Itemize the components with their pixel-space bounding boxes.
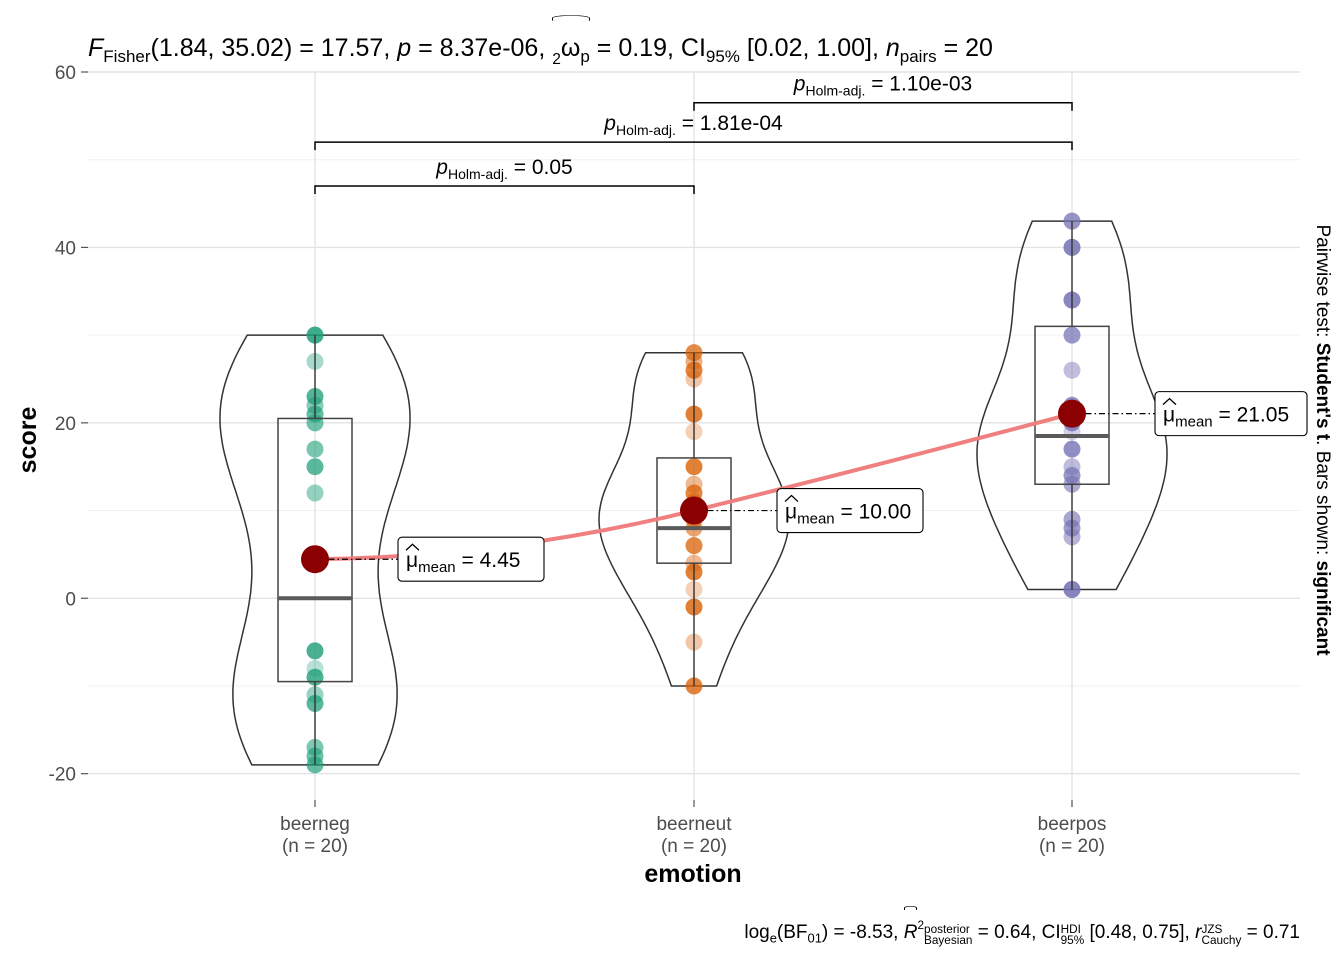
mean-point-beerpos <box>1058 399 1086 428</box>
x-axis-title: emotion <box>644 860 741 888</box>
mean-label-sub: mean <box>1175 414 1213 431</box>
y-tick-label: 20 <box>55 414 76 435</box>
y-tick-label: 60 <box>55 63 76 84</box>
mean-label-text: μmean = 21.05 <box>1163 404 1289 431</box>
mean-label-hat <box>405 543 420 551</box>
x-tick-label: beerneg <box>280 814 350 835</box>
pairwise-caption: Pairwise test: Student's t. Bars shown: … <box>1312 224 1333 656</box>
data-point <box>306 484 324 502</box>
data-point <box>306 642 324 660</box>
violin-beerneg <box>219 334 411 766</box>
mean-point-beerneut <box>680 496 708 525</box>
pairwise-label: pHolm-adj. = 1.81e-04 <box>603 112 783 138</box>
violin-beerneut <box>598 351 790 687</box>
data-point <box>1063 326 1081 344</box>
x-tick-sample-size: (n = 20) <box>661 836 727 857</box>
violin-beerpos <box>976 220 1168 591</box>
data-point <box>1063 361 1081 379</box>
mean-label-box <box>776 488 924 534</box>
mean-label-hat <box>784 494 799 503</box>
mean-label-box <box>397 536 545 582</box>
pairwise-value: = 0.05 <box>508 156 573 179</box>
y-tick-label: 0 <box>65 589 76 610</box>
pairwise-sub: Holm-adj. <box>805 83 865 99</box>
pairwise-p: p <box>603 112 616 135</box>
x-tick-label: beerneut <box>656 814 732 835</box>
mean-label-value: = 10.00 <box>835 501 911 524</box>
data-point <box>685 458 703 476</box>
stats-title: FFisher(1.84, 35.02) = 17.57, p = 8.37e-… <box>88 18 993 87</box>
data-point <box>306 440 324 458</box>
pairwise-sub: Holm-adj. <box>448 166 508 182</box>
mean-label-hat <box>1162 397 1177 406</box>
violins <box>219 220 1168 766</box>
mean-label-text: μmean = 4.45 <box>406 549 520 576</box>
mean-label-sub: mean <box>797 511 835 528</box>
box-beerneg <box>277 417 353 683</box>
pairwise-label: pHolm-adj. = 1.10e-03 <box>793 73 972 99</box>
mean-label-value: = 21.05 <box>1213 404 1289 427</box>
y-axis-title: score <box>14 407 42 474</box>
mean-label-mu: μ <box>1163 404 1175 427</box>
pairwise-label: pHolm-adj. = 0.05 <box>435 156 572 182</box>
pairwise-bracket <box>693 101 1073 111</box>
mean-label-sub: mean <box>418 559 456 576</box>
x-tick-sample-size: (n = 20) <box>282 836 348 857</box>
pairwise-value: = 1.10e-03 <box>865 73 972 96</box>
boxplots <box>277 221 1110 765</box>
mean-label-mu: μ <box>406 549 418 572</box>
y-tick-label: 40 <box>55 238 76 259</box>
mean-label-mu: μ <box>785 501 797 524</box>
mean-label-value: = 4.45 <box>456 549 521 572</box>
x-tick-sample-size: (n = 20) <box>1039 836 1105 857</box>
data-point <box>306 458 324 476</box>
x-tick-label: beerpos <box>1038 814 1107 835</box>
pairwise-bracket <box>314 185 695 195</box>
pairwise-bracket <box>314 141 1073 151</box>
data-point <box>1063 440 1081 458</box>
data-point <box>685 537 703 555</box>
bayes-stats-caption: loge(BF01) = -8.53, R2 posterior Bayesian … <box>744 902 1300 962</box>
pairwise-p: p <box>435 156 448 179</box>
box-beerpos <box>1034 325 1110 485</box>
pairwise-p: p <box>793 73 806 96</box>
omega-symbol: 2 ωp <box>552 18 590 87</box>
mean-label-box <box>1154 391 1308 437</box>
pairwise-value: = 1.81e-04 <box>676 112 783 135</box>
pairwise-sub: Holm-adj. <box>616 122 676 138</box>
mean-label-text: μmean = 10.00 <box>785 501 911 528</box>
y-tick-label: -20 <box>49 765 76 786</box>
mean-point-beerneg <box>301 545 329 574</box>
